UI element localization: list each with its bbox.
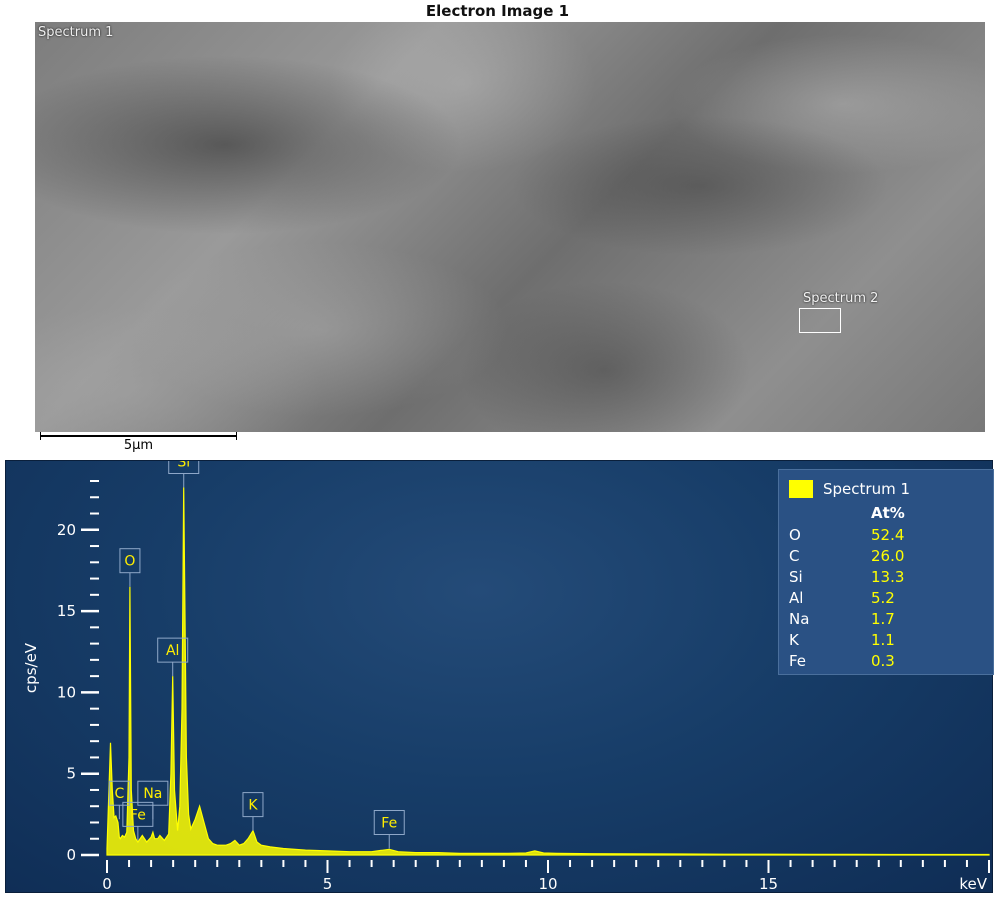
- peak-label: Fe: [130, 807, 146, 823]
- legend-element: O: [789, 526, 801, 544]
- legend-element: Na: [789, 610, 810, 628]
- legend-value: 1.1: [871, 631, 895, 649]
- spectrum-1-label: Spectrum 1: [38, 25, 114, 40]
- x-axis-label: keV: [959, 875, 987, 893]
- sem-micrograph: [35, 22, 985, 432]
- legend-value: 0.3: [871, 652, 895, 670]
- legend-row: C 26.0: [789, 547, 989, 567]
- eds-spectrum-panel: 0 5 10 15 20 cps/eV 0 5 10 15 keV Si O Al C Na Fe K Fe: [5, 460, 993, 893]
- legend-value: 1.7: [871, 610, 895, 628]
- y-tick-label: 0: [66, 846, 76, 864]
- legend-row: Fe 0.3: [789, 652, 989, 672]
- peak-label-box: [168, 461, 200, 475]
- legend-value: 13.3: [871, 568, 905, 586]
- legend-value: 26.0: [871, 547, 905, 565]
- legend-row: K 1.1: [789, 631, 989, 651]
- peak-label: Na: [143, 786, 162, 802]
- y-tick-label: 5: [66, 765, 76, 783]
- peak-label-box: [119, 548, 141, 574]
- x-tick-label: 5: [323, 875, 333, 893]
- legend-element: C: [789, 547, 800, 565]
- y-tick-label: 15: [57, 602, 76, 620]
- peak-label: O: [124, 554, 135, 570]
- legend-swatch: [789, 480, 813, 498]
- peak-label: Si: [177, 461, 190, 471]
- legend-row: Al 5.2: [789, 589, 989, 609]
- peak-label: Al: [166, 643, 179, 659]
- peak-label-box: [122, 801, 154, 827]
- y-tick-label: 10: [57, 683, 76, 701]
- scale-bar-line: [40, 435, 237, 437]
- legend-element: Al: [789, 589, 804, 607]
- electron-image-title: Electron Image 1: [425, 2, 570, 20]
- legend-panel: Spectrum 1 At% O 52.4 C 26.0 Si 13.3 Al …: [778, 469, 994, 675]
- x-tick-label: 10: [538, 875, 557, 893]
- legend-row: Na 1.7: [789, 610, 989, 630]
- legend-series-name: Spectrum 1: [823, 480, 910, 498]
- legend-header: At%: [871, 504, 905, 522]
- legend-element: Fe: [789, 652, 807, 670]
- peak-label: Fe: [381, 815, 397, 831]
- peak-label-box: [373, 809, 405, 835]
- y-tick-label: 20: [57, 521, 76, 539]
- spectrum-2-region-box[interactable]: [799, 308, 841, 333]
- x-tick-label: 0: [102, 875, 112, 893]
- x-tick-label: 15: [759, 875, 778, 893]
- peak-label-box: [157, 637, 189, 663]
- scale-bar-label: 5µm: [123, 438, 154, 453]
- legend-value: 52.4: [871, 526, 905, 544]
- legend-element: Si: [789, 568, 803, 586]
- eds-spectrum-chart: 0 5 10 15 20 cps/eV 0 5 10 15 keV Si O Al C Na Fe K Fe: [22, 461, 990, 893]
- peak-label: K: [248, 798, 258, 814]
- y-axis-label: cps/eV: [22, 642, 40, 693]
- legend-value: 5.2: [871, 589, 895, 607]
- peak-label: C: [114, 786, 124, 802]
- legend-element: K: [789, 631, 799, 649]
- spectrum-2-label: Spectrum 2: [803, 291, 879, 306]
- legend-row: O 52.4: [789, 526, 989, 546]
- legend-row: Si 13.3: [789, 568, 989, 588]
- peak-label-box: [242, 792, 264, 818]
- peak-label-box: [108, 780, 130, 806]
- spectrum-series: [106, 487, 990, 856]
